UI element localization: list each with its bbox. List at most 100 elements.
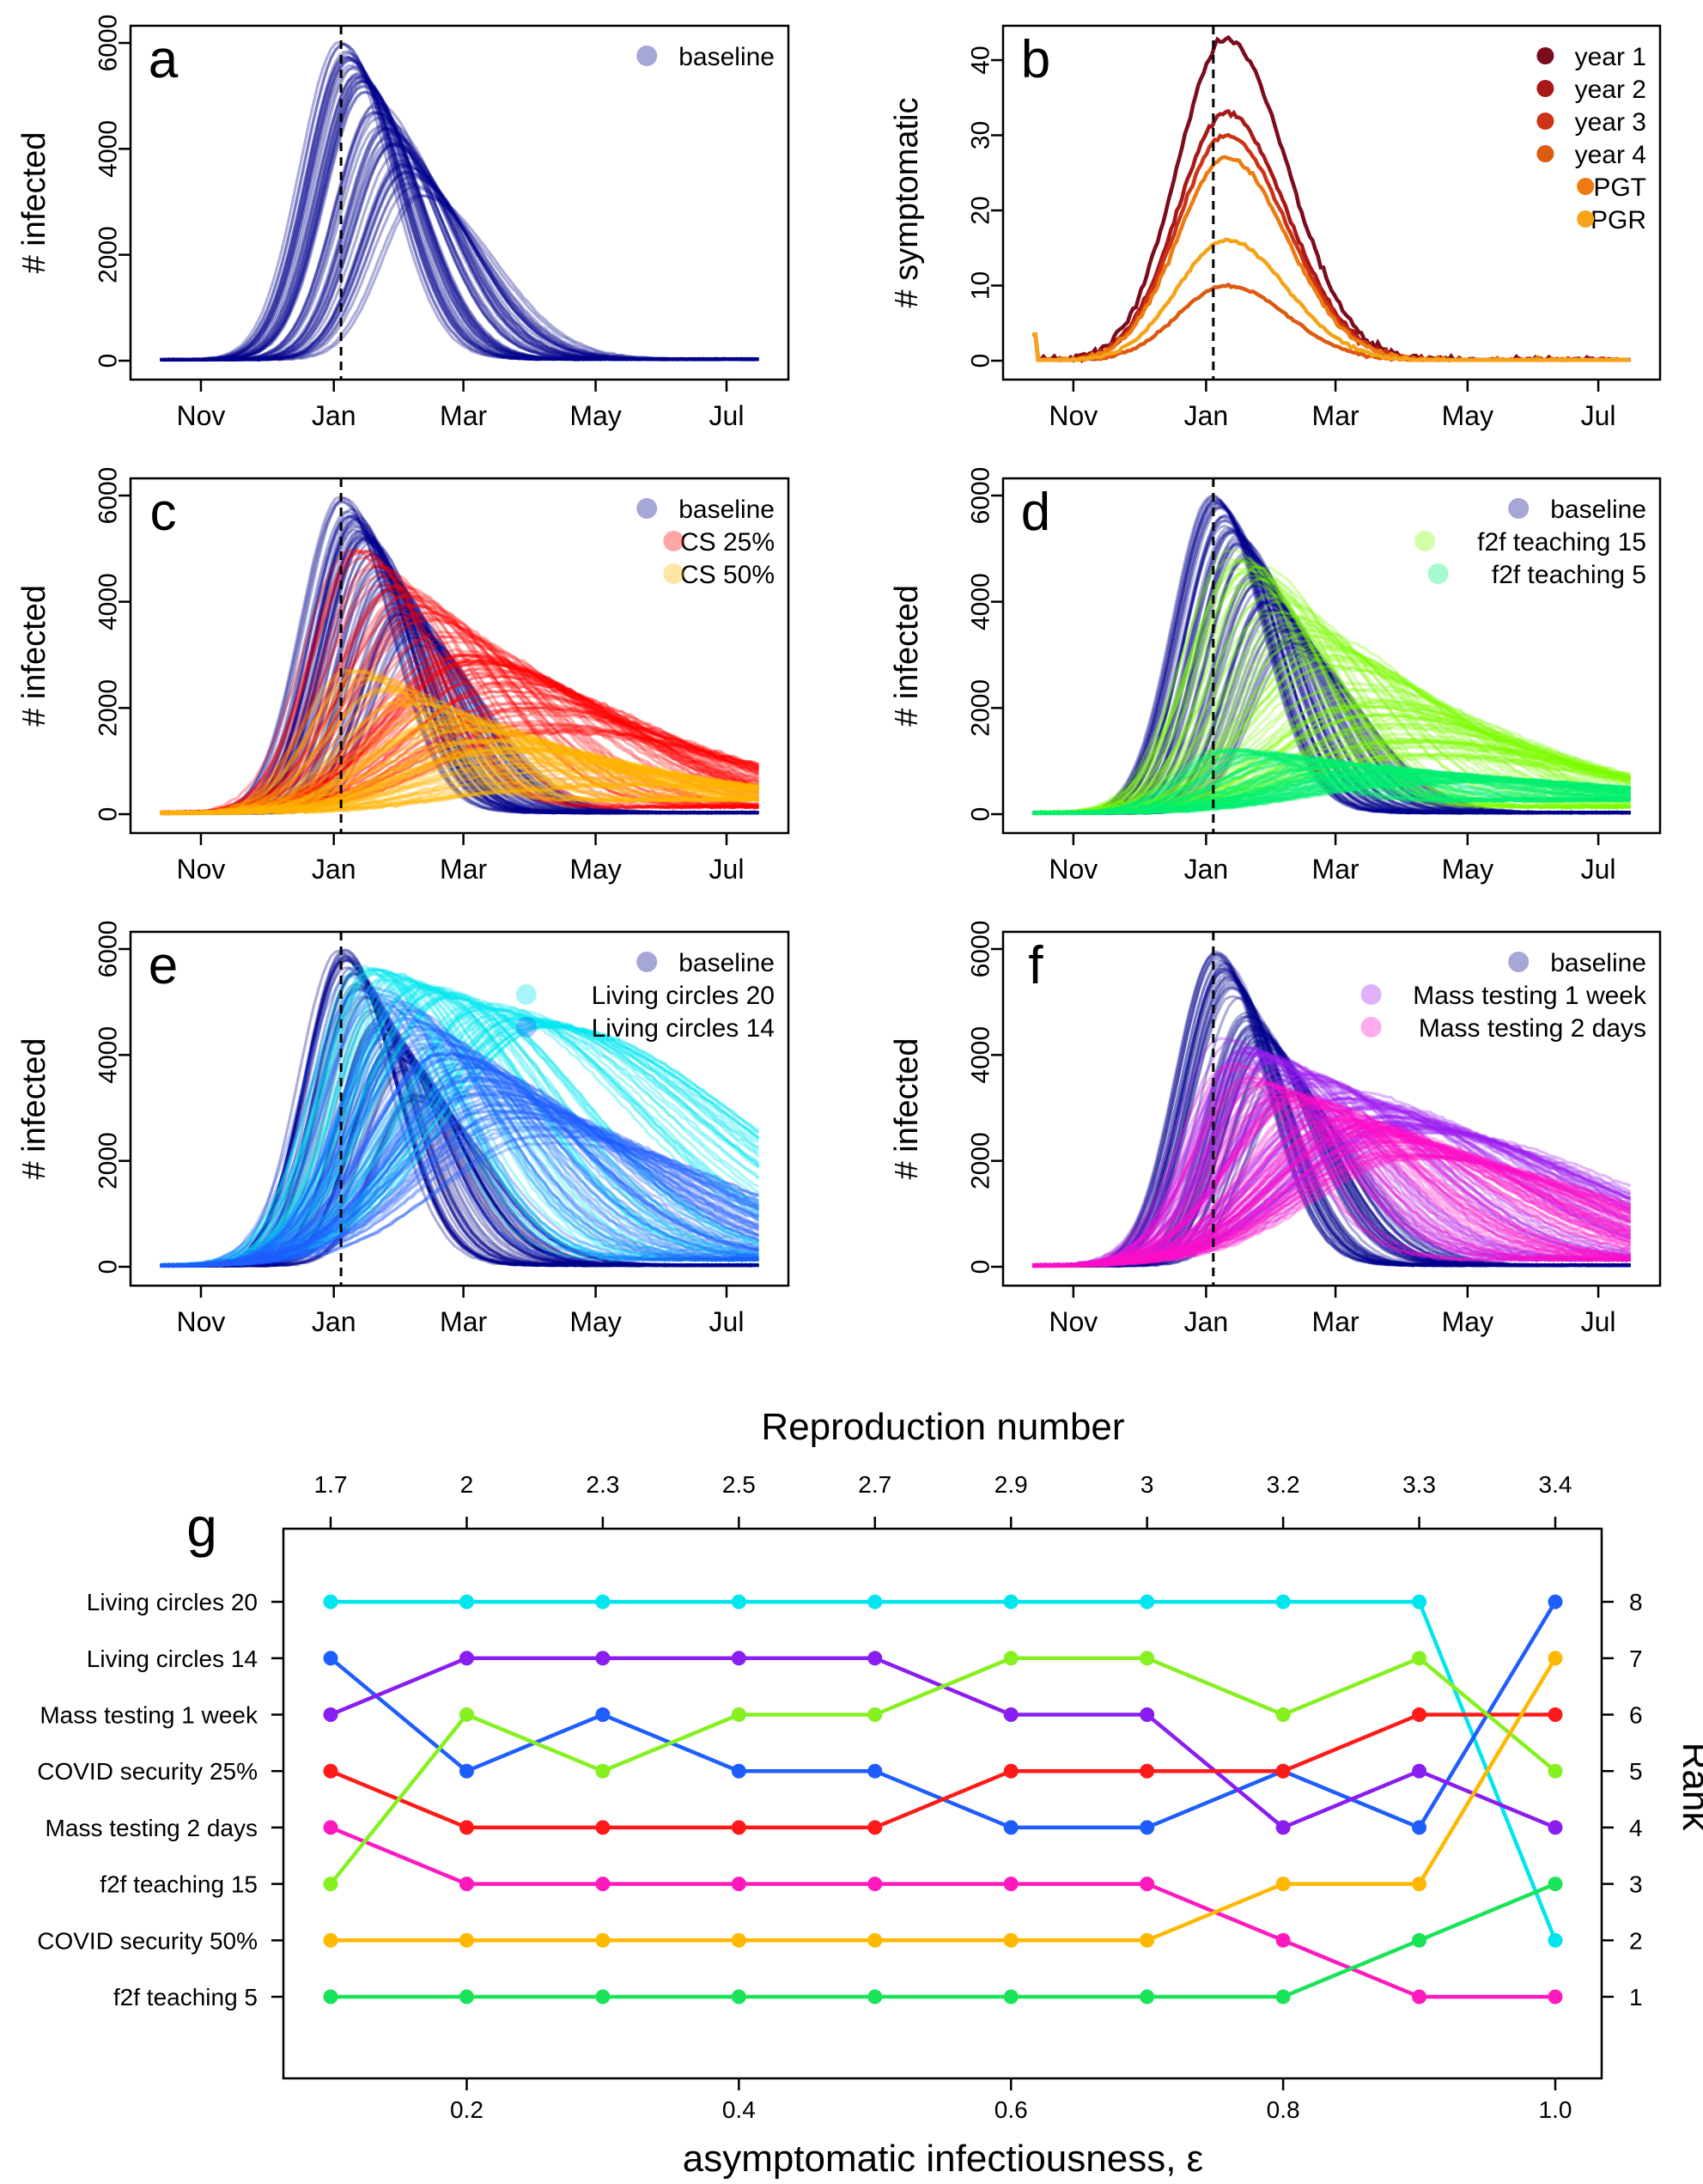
data-point <box>1275 1989 1291 2005</box>
run-curve <box>160 763 759 816</box>
series-line <box>329 1600 1557 1830</box>
plot-border <box>129 24 790 381</box>
legend-item: Mass testing 2 days <box>1360 1014 1646 1043</box>
run-curve <box>160 152 759 362</box>
run-curve <box>160 1011 759 1268</box>
series-baseline <box>160 948 759 1268</box>
run-curve <box>160 1043 759 1268</box>
y-tick-label: 4000 <box>967 573 995 630</box>
run-curve <box>1032 713 1632 816</box>
run-curve <box>1032 748 1632 816</box>
run-curve <box>1032 739 1631 816</box>
run-curve <box>160 985 759 1268</box>
run-curve <box>160 718 759 816</box>
run-curve <box>1032 664 1631 815</box>
run-curve <box>1032 1099 1632 1268</box>
run-curve <box>160 525 759 816</box>
run-curve <box>159 975 760 1268</box>
run-curve <box>160 548 759 816</box>
y-tick-label: 0 <box>967 1260 995 1275</box>
run-curve <box>1032 558 1631 815</box>
run-curve <box>160 565 759 815</box>
run-curve <box>160 972 759 1268</box>
run-curve <box>1032 1056 1631 1268</box>
data-point <box>595 1932 611 1948</box>
x-tick-label: Jan <box>312 400 356 431</box>
data-point <box>1412 1763 1427 1779</box>
data-point <box>867 1932 883 1948</box>
y-tick-label: 6000 <box>94 15 123 72</box>
run-curve <box>160 671 759 816</box>
run-curve <box>160 983 759 1268</box>
run-curve <box>160 1052 759 1268</box>
data-point <box>323 1820 338 1835</box>
run-curve <box>160 1051 759 1268</box>
right-tick-label: 3 <box>1629 1871 1643 1898</box>
x-tick-label: Mar <box>440 854 487 885</box>
run-curve <box>160 744 759 816</box>
run-curve <box>1031 1104 1632 1268</box>
run-curve <box>1032 986 1631 1268</box>
left-label: f2f teaching 15 <box>100 1871 258 1898</box>
run-curve <box>1032 1104 1632 1268</box>
data-point <box>1548 1989 1563 2005</box>
run-curve <box>1032 1153 1631 1268</box>
data-point <box>1003 1651 1019 1666</box>
legend: baseline Living circles 20 Living circles … <box>515 949 775 1043</box>
run-curve <box>1031 716 1631 816</box>
run-curve <box>160 676 759 816</box>
run-curve <box>160 985 759 1268</box>
series-line <box>1032 237 1631 362</box>
run-curve <box>160 169 759 362</box>
run-curve <box>1031 774 1631 816</box>
run-curve <box>160 721 759 816</box>
data-point <box>1548 1877 1563 1892</box>
run-curve <box>1032 638 1631 815</box>
run-curve <box>1032 698 1631 816</box>
run-curve <box>160 1007 760 1268</box>
run-curve <box>1032 1062 1631 1268</box>
data-point <box>1412 1877 1427 1892</box>
run-curve <box>160 58 759 362</box>
run-curve <box>160 75 759 362</box>
run-curve <box>1032 770 1631 816</box>
run-curve <box>1031 755 1631 816</box>
run-curve <box>160 1098 759 1268</box>
panel-g: g Reproduction number 1.7 2 2.3 2.5 2.7 2.9 3 3.2… <box>37 1406 1703 2180</box>
run-curve <box>1032 1091 1631 1268</box>
run-curve <box>160 1120 759 1268</box>
run-curve <box>1032 541 1631 815</box>
run-curve <box>1032 1071 1631 1268</box>
run-curve <box>159 1102 760 1268</box>
run-curve <box>1031 1069 1631 1268</box>
run-curve <box>160 1042 759 1268</box>
panel-letter: e <box>149 936 178 995</box>
panel-letter: a <box>149 30 179 89</box>
run-curve <box>1032 1060 1631 1268</box>
run-curve <box>159 721 759 816</box>
run-curve <box>1032 1101 1631 1268</box>
run-curve <box>1032 1024 1631 1268</box>
run-curve <box>160 1022 759 1268</box>
rank-series <box>323 1594 1563 2005</box>
data-point <box>731 1820 746 1835</box>
run-curve <box>160 782 759 816</box>
run-curve <box>1032 740 1631 816</box>
run-curve <box>160 1017 760 1268</box>
run-curve <box>160 948 759 1268</box>
run-curve <box>160 182 759 362</box>
run-curve <box>1032 1125 1632 1268</box>
run-curve <box>1032 1110 1631 1268</box>
run-curve <box>1032 646 1631 816</box>
run-curve <box>1032 625 1631 816</box>
top-tick-label: 2.5 <box>722 1471 756 1498</box>
x-tick-label: May <box>569 1306 621 1337</box>
run-curve <box>1032 962 1631 1268</box>
run-curve <box>160 58 759 362</box>
run-curve <box>160 721 759 816</box>
run-curve <box>160 702 759 816</box>
run-curve <box>160 552 759 815</box>
run-curve <box>160 972 760 1268</box>
run-curve <box>160 782 759 816</box>
run-curve <box>1032 1076 1631 1268</box>
